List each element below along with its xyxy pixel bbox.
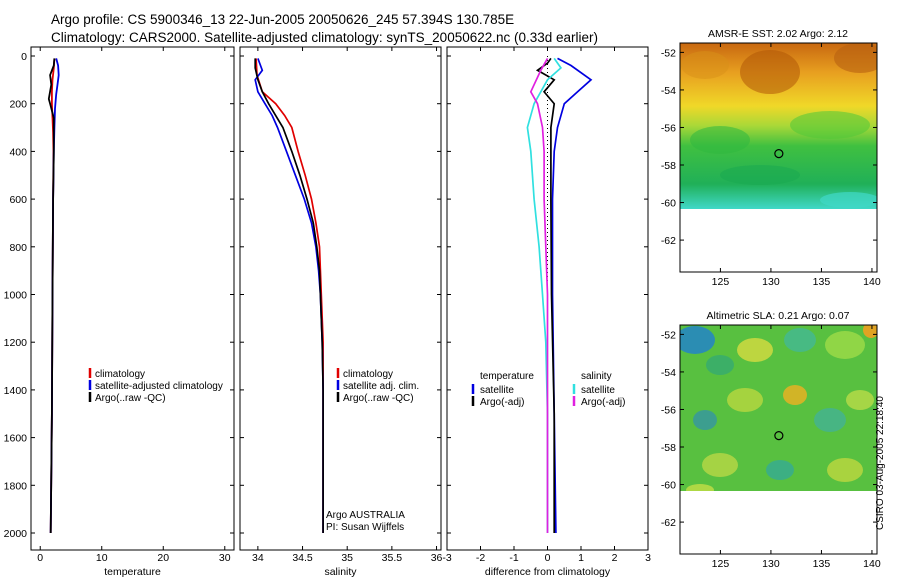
sla-texture xyxy=(680,325,877,491)
sla-map-frame xyxy=(679,324,878,555)
y-tick-label: -54 xyxy=(661,367,676,379)
y-tick-label: -56 xyxy=(661,404,676,416)
y-tick-label: 1800 xyxy=(4,480,28,492)
legend-label: Argo(..raw -QC) xyxy=(95,393,166,404)
sst-texture xyxy=(681,43,877,208)
x-tick-label: 36 xyxy=(431,552,443,564)
x-tick-label: 1 xyxy=(578,552,584,564)
salinity-panel-xlabel: salinity xyxy=(324,566,357,578)
x-tick-label: 130 xyxy=(762,276,780,288)
series-line-satellite-adj-clim- xyxy=(254,58,324,533)
annotation-pi: PI: Susan Wijffels xyxy=(326,522,404,533)
y-tick-label: 1000 xyxy=(4,290,28,302)
x-tick-label: 35.5 xyxy=(382,552,403,564)
x-tick-label: -1 xyxy=(509,552,518,564)
y-tick-label: 1400 xyxy=(4,385,28,397)
difference-panel: -3 -2 -1 0 1 2 3 difference from climatology tem… xyxy=(442,46,651,578)
x-tick-label: 0 xyxy=(545,552,551,564)
y-tick-label: 1200 xyxy=(4,337,28,349)
legend-label: satellite adj. clim. xyxy=(343,381,419,392)
y-tick-label: 800 xyxy=(9,242,27,254)
legend-heading-temperature: temperature xyxy=(480,371,534,382)
x-tick-label: 3 xyxy=(645,552,651,564)
sla-argo-marker xyxy=(774,431,784,441)
x-tick-label: 135 xyxy=(813,276,831,288)
sst-map-axes: 125 130 135 140 -52 -54 -56 -58 -60 -62 xyxy=(661,43,881,288)
timestamp-stamp: CSIRO 03-Aug-2005 22:18:40 xyxy=(875,396,886,530)
y-tick-label: -62 xyxy=(661,235,676,247)
x-tick-label: 30 xyxy=(219,552,231,564)
sla-map-title: Altimetric SLA: 0.21 Argo: 0.07 xyxy=(707,310,850,322)
salinity-panel-frame xyxy=(239,46,442,551)
sst-map-title: AMSR-E SST: 2.02 Argo: 2.12 xyxy=(708,28,848,40)
legend-heading-salinity: salinity xyxy=(581,371,612,382)
x-tick-label: 34 xyxy=(252,552,264,564)
salinity-panel: 34 34.5 35 35.5 36 salinity climatologysatelli… xyxy=(239,46,443,578)
x-tick-label: 130 xyxy=(762,558,780,570)
annotation-float-program: Argo AUSTRALIA xyxy=(326,510,405,521)
x-tick-label: 140 xyxy=(863,558,881,570)
legend-label: satellite xyxy=(480,385,514,396)
y-tick-label: -58 xyxy=(661,442,676,454)
x-tick-label: -3 xyxy=(442,552,451,564)
series-line-climatology xyxy=(255,58,324,533)
x-tick-label: 0 xyxy=(37,552,43,564)
y-tick-label: -58 xyxy=(661,160,676,172)
y-tick-label: 600 xyxy=(9,194,27,206)
y-tick-label: 1600 xyxy=(4,433,28,445)
y-tick-label: -52 xyxy=(661,47,676,59)
y-tick-label: -52 xyxy=(661,329,676,341)
series-line-salinity-satellite xyxy=(526,57,563,533)
series-line-temperature-argo-adj- xyxy=(535,57,556,533)
legend-label: satellite-adjusted climatology xyxy=(95,381,223,392)
legend-label: climatology xyxy=(343,369,393,380)
legend-label: Argo(-adj) xyxy=(480,397,524,408)
temperature-panel-frame xyxy=(30,46,235,551)
x-tick-label: 20 xyxy=(157,552,169,564)
x-tick-label: 125 xyxy=(712,276,730,288)
y-tick-label: 2000 xyxy=(4,528,28,540)
climatology-title: Climatology: CARS2000. Satellite-adjuste… xyxy=(51,30,599,45)
legend-label: climatology xyxy=(95,369,145,380)
series-line-argo-raw-qc- xyxy=(254,58,324,533)
y-tick-label: -60 xyxy=(661,480,676,492)
x-tick-label: 10 xyxy=(96,552,108,564)
profile-title: Argo profile: CS 5900346_13 22-Jun-2005 … xyxy=(51,12,515,27)
temperature-panel-xlabel: temperature xyxy=(104,566,161,578)
x-tick-label: 140 xyxy=(863,276,881,288)
series-line-argo-raw-qc- xyxy=(47,58,56,534)
x-tick-label: 34.5 xyxy=(292,552,313,564)
x-tick-label: 125 xyxy=(712,558,730,570)
y-tick-label: 400 xyxy=(9,146,27,158)
legend-label: Argo(-adj) xyxy=(581,397,625,408)
x-tick-label: 135 xyxy=(813,558,831,570)
sst-map-frame xyxy=(679,42,878,273)
series-line-salinity-argo-adj- xyxy=(529,57,549,533)
temperature-panel: 0 10 20 30 0 200 400 600 800 1000 1200 1400 1600 1800… xyxy=(4,46,235,578)
x-tick-label: 2 xyxy=(612,552,618,564)
y-tick-label: -62 xyxy=(661,517,676,529)
y-tick-label: -54 xyxy=(661,85,676,97)
x-tick-label: 35 xyxy=(341,552,353,564)
sst-map: AMSR-E SST: 2.02 Argo: 2.12 125 130 135 140… xyxy=(661,28,881,288)
difference-panel-xlabel: difference from climatology xyxy=(485,566,611,578)
sst-argo-marker xyxy=(774,149,784,159)
y-tick-label: 200 xyxy=(9,99,27,111)
y-tick-label: -56 xyxy=(661,122,676,134)
sla-map-axes: 125 130 135 140 -52 -54 -56 -58 -60 -62 xyxy=(661,325,881,570)
sla-map: Altimetric SLA: 0.21 Argo: 0.07 125 130 13… xyxy=(661,310,881,570)
legend-label: satellite xyxy=(581,385,615,396)
y-tick-label: 0 xyxy=(21,51,27,63)
x-tick-label: -2 xyxy=(476,552,485,564)
y-tick-label: -60 xyxy=(661,198,676,210)
legend-label: Argo(..raw -QC) xyxy=(343,393,414,404)
series-line-temperature-satellite xyxy=(551,57,593,534)
